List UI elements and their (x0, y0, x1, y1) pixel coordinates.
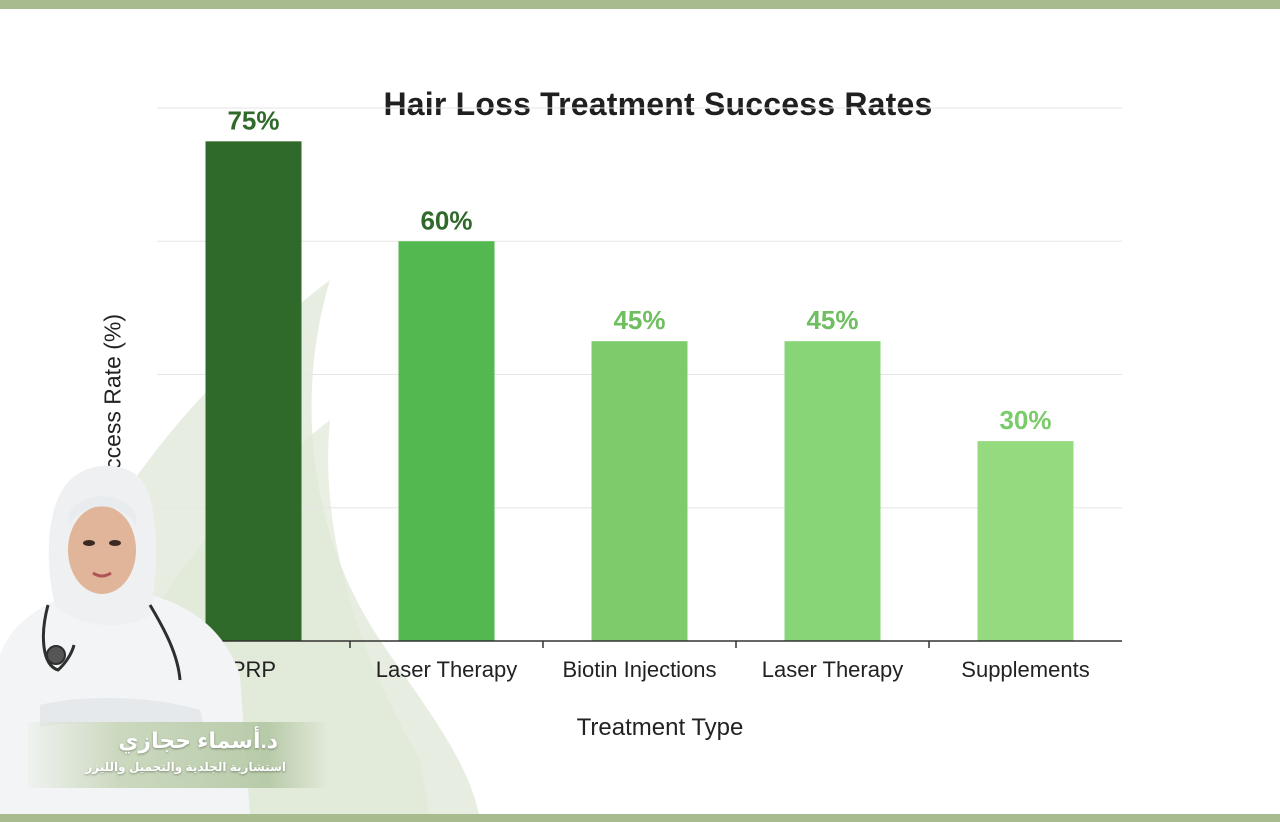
x-tick-label-1: Laser Therapy (376, 657, 517, 682)
x-tick-label-4: Supplements (961, 657, 1089, 682)
data-label-4: 30% (999, 405, 1051, 435)
doctor-title: استشارية الجلدية والتجميل والليزر (85, 760, 286, 774)
top-border (0, 0, 1280, 9)
x-tick-label-2: Biotin Injections (562, 657, 716, 682)
bars (205, 141, 1074, 641)
x-tick-labels: PRP Laser Therapy Biotin Injections Laser T… (231, 641, 1090, 682)
bar-4 (977, 441, 1074, 641)
data-label-3: 45% (806, 305, 858, 335)
data-label-1: 60% (420, 205, 472, 235)
x-axis-label: Treatment Type (576, 714, 744, 741)
bar-1 (398, 241, 495, 641)
doctor-name-badge: د.أسماء حجازي استشارية الجلدية والتجميل … (28, 722, 328, 788)
x-tick-label-3: Laser Therapy (762, 657, 903, 682)
doctor-name: د.أسماء حجازي (118, 728, 278, 753)
data-label-2: 45% (613, 305, 665, 335)
data-label-0: 75% (227, 105, 279, 135)
bar-2 (591, 341, 688, 641)
bar-3 (784, 341, 881, 641)
chart-title: Hair Loss Treatment Success Rates (383, 86, 933, 122)
bar-0 (205, 141, 302, 641)
bottom-border (0, 814, 1280, 822)
data-labels: 75% 60% 45% 45% 30% (227, 105, 1051, 435)
